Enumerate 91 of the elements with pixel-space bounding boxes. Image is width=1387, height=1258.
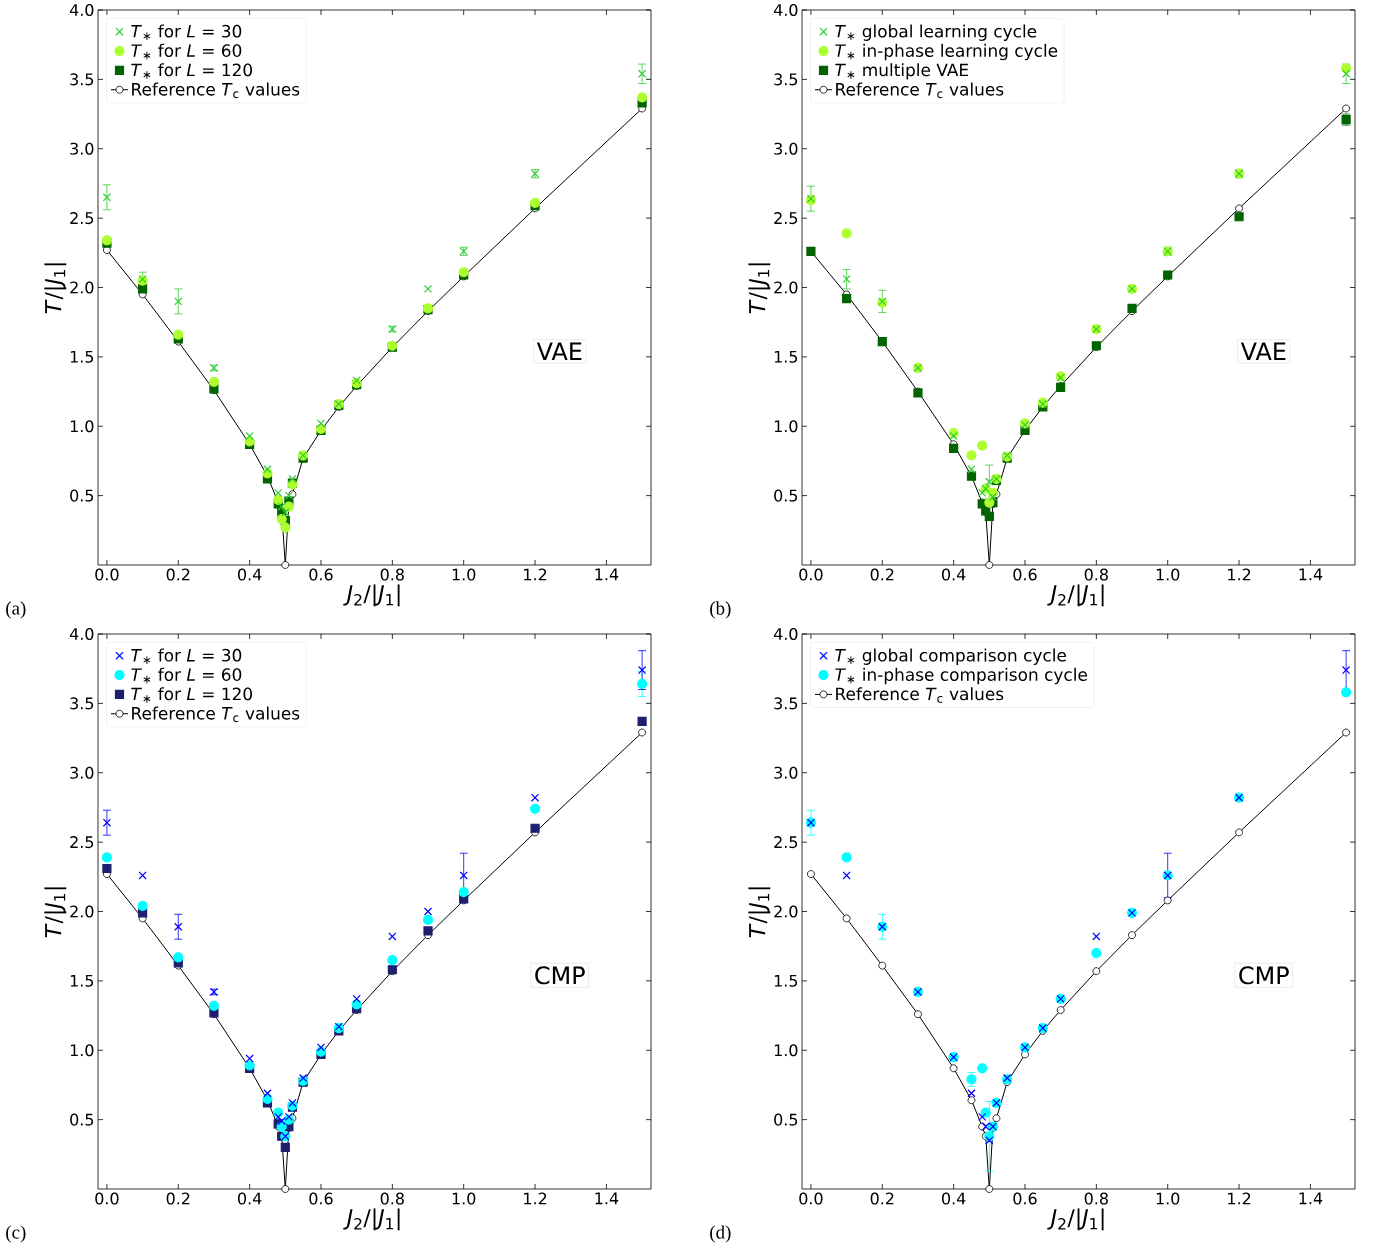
- annotation: VAE: [536, 342, 582, 361]
- y-tick-label: 2.5: [70, 212, 94, 225]
- legend-label: T$_{∗}$ global learning cycle: [835, 24, 1037, 41]
- annotation: CMP: [535, 966, 585, 985]
- x-tick-label: 0.0: [95, 1192, 119, 1205]
- text: (b): [710, 601, 731, 619]
- x-tick-label: 1.4: [1299, 1192, 1323, 1205]
- y-tick-label: 3.5: [774, 697, 798, 710]
- y-tick-label: 3.5: [70, 697, 94, 710]
- y-tick-label: 3.0: [774, 766, 798, 779]
- annotation: CMP: [1239, 966, 1289, 985]
- x-axis-title: J$_{2}$/|J$_{1}$|: [1047, 1208, 1104, 1231]
- text: (c): [6, 1225, 26, 1243]
- legend-label: T$_{∗}$ multiple VAE: [835, 63, 969, 80]
- y-tick-label: 2.0: [70, 905, 94, 918]
- x-tick-label: 1.0: [452, 1192, 476, 1205]
- y-tick-label: 4.0: [773, 627, 798, 641]
- legend-label: Reference T$_{c}$ values: [836, 82, 1004, 99]
- x-tick-label: 0.2: [166, 1192, 190, 1205]
- x-tick-label: 0.8: [1084, 568, 1108, 581]
- y-tick-label: 2.5: [774, 212, 798, 225]
- x-tick-label: 0.0: [799, 1192, 823, 1205]
- y-tick-label: 1.0: [774, 1044, 798, 1057]
- x-tick-label: 1.4: [1299, 568, 1323, 581]
- legend-label: T$_{∗}$ for L = 30: [131, 648, 242, 664]
- x-tick-label: 0.2: [870, 1192, 894, 1205]
- legend-label: T$_{∗}$ in-phase learning cycle: [835, 43, 1058, 61]
- x-tick-label: 0.8: [1084, 1192, 1108, 1205]
- y-tick-label: 4.0: [773, 3, 798, 17]
- y-tick-label: 1.0: [70, 420, 94, 433]
- y-tick-label: 3.5: [70, 73, 94, 86]
- y-tick-label: 3.0: [70, 142, 94, 155]
- legend-label: T$_{∗}$ in-phase comparison cycle: [835, 667, 1087, 685]
- y-tick-label: 1.5: [70, 350, 94, 363]
- x-tick-label: 1.0: [452, 568, 476, 581]
- x-tick-label: 0.2: [870, 568, 894, 581]
- x-tick-label: 1.0: [1156, 1192, 1180, 1205]
- x-tick-label: 0.0: [95, 568, 119, 581]
- x-tick-label: 0.8: [380, 568, 404, 581]
- x-tick-label: 0.6: [1013, 1192, 1037, 1205]
- text: (d): [710, 1225, 731, 1243]
- x-tick-label: 1.4: [595, 568, 619, 581]
- x-tick-label: 1.2: [524, 568, 547, 581]
- y-tick-label: 4.0: [69, 627, 94, 641]
- x-tick-label: 0.6: [1013, 568, 1037, 581]
- y-tick-label: 1.5: [70, 974, 94, 987]
- legend-label: T$_{∗}$ for L = 60: [131, 43, 242, 60]
- legend-label: T$_{∗}$ for L = 60: [131, 667, 242, 684]
- x-tick-label: 0.4: [942, 1192, 966, 1205]
- y-tick-label: 2.0: [774, 905, 798, 918]
- annotation: VAE: [1240, 342, 1286, 361]
- x-tick-label: 0.8: [380, 1192, 404, 1205]
- y-tick-label: 3.5: [774, 73, 798, 86]
- x-tick-label: 0.2: [166, 568, 190, 581]
- y-tick-label: 1.5: [774, 974, 798, 987]
- x-axis-title: J$_{2}$/|J$_{1}$|: [343, 1208, 400, 1231]
- y-tick-label: 4.0: [69, 3, 94, 17]
- legend-label: T$_{∗}$ global comparison cycle: [835, 648, 1066, 665]
- x-tick-label: 0.4: [942, 568, 966, 581]
- x-tick-label: 0.4: [238, 568, 262, 581]
- y-tick-label: 1.0: [774, 420, 798, 433]
- y-tick-label: 2.0: [70, 281, 94, 294]
- y-tick-label: 1.5: [774, 350, 798, 363]
- legend-label: Reference T$_{c}$ values: [132, 706, 300, 723]
- text: (a): [6, 601, 26, 619]
- x-tick-label: 0.6: [309, 568, 333, 581]
- x-tick-label: 1.4: [595, 1192, 619, 1205]
- legend-label: Reference T$_{c}$ values: [836, 687, 1004, 703]
- y-tick-label: 0.5: [70, 1113, 94, 1126]
- legend-label: T$_{∗}$ for L = 30: [131, 24, 242, 40]
- x-tick-label: 1.2: [1228, 568, 1251, 581]
- legend-label: T$_{∗}$ for L = 120: [131, 687, 253, 703]
- y-tick-label: 2.5: [774, 836, 798, 849]
- legend-label: T$_{∗}$ for L = 120: [131, 63, 253, 79]
- y-tick-label: 3.0: [774, 142, 798, 155]
- y-tick-label: 0.5: [774, 1113, 798, 1126]
- x-tick-label: 1.2: [1228, 1192, 1251, 1205]
- y-tick-label: 0.5: [70, 489, 94, 502]
- y-tick-label: 2.5: [70, 836, 94, 849]
- x-tick-label: 0.6: [309, 1192, 333, 1205]
- x-tick-label: 1.2: [524, 1192, 547, 1205]
- x-tick-label: 1.0: [1156, 568, 1180, 581]
- x-tick-label: 0.0: [799, 568, 823, 581]
- y-tick-label: 1.0: [70, 1044, 94, 1057]
- x-tick-label: 0.4: [238, 1192, 262, 1205]
- y-tick-label: 0.5: [774, 489, 798, 502]
- y-tick-label: 3.0: [70, 766, 94, 779]
- x-axis-title: J$_{2}$/|J$_{1}$|: [343, 584, 400, 607]
- legend-label: Reference T$_{c}$ values: [132, 82, 300, 99]
- x-axis-title: J$_{2}$/|J$_{1}$|: [1047, 584, 1104, 607]
- y-tick-label: 2.0: [774, 281, 798, 294]
